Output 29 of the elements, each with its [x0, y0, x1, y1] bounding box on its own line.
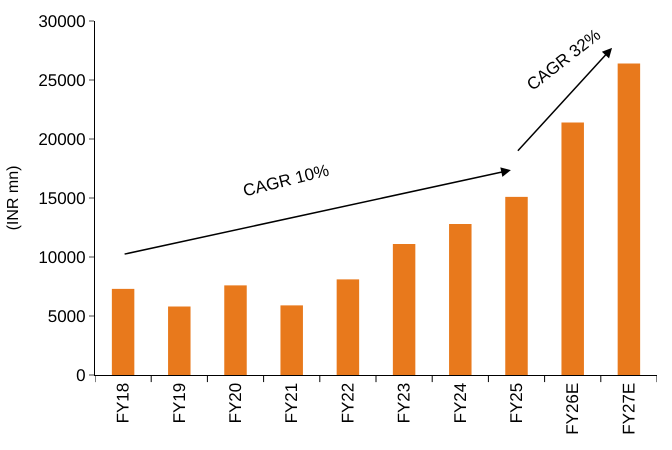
annotation: CAGR 10%	[241, 160, 331, 200]
bar	[112, 288, 134, 375]
bar	[505, 196, 528, 375]
y-tick-label: 25000	[38, 70, 86, 90]
bar	[561, 122, 584, 375]
x-tick-label: FY26E	[563, 382, 582, 435]
bar	[618, 63, 640, 375]
y-tick-label: 5000	[48, 306, 86, 326]
x-tick-label: FY18	[114, 382, 133, 424]
bar	[224, 285, 247, 375]
x-tick-label: FY20	[226, 382, 246, 424]
y-tick-label: 0	[76, 366, 86, 385]
x-tick-label: FY22	[338, 382, 358, 424]
bar	[280, 305, 303, 375]
y-tick-label: 15000	[38, 188, 86, 208]
bar	[449, 224, 472, 375]
x-tick-label: FY21	[282, 382, 302, 424]
x-tick-label: FY25	[507, 382, 526, 424]
x-tick-label: FY24	[450, 382, 470, 424]
y-tick-label: 30000	[38, 12, 86, 31]
bar	[336, 279, 360, 375]
x-tick-label: FY27E	[619, 382, 638, 435]
x-tick-label: FY23	[394, 382, 414, 424]
bar	[168, 306, 191, 375]
y-tick-label: 10000	[38, 248, 86, 267]
bar	[392, 244, 416, 375]
y-tick-label: 20000	[38, 130, 86, 149]
x-tick-label: FY19	[170, 382, 189, 424]
y-axis-title: (INR mn)	[5, 166, 22, 230]
